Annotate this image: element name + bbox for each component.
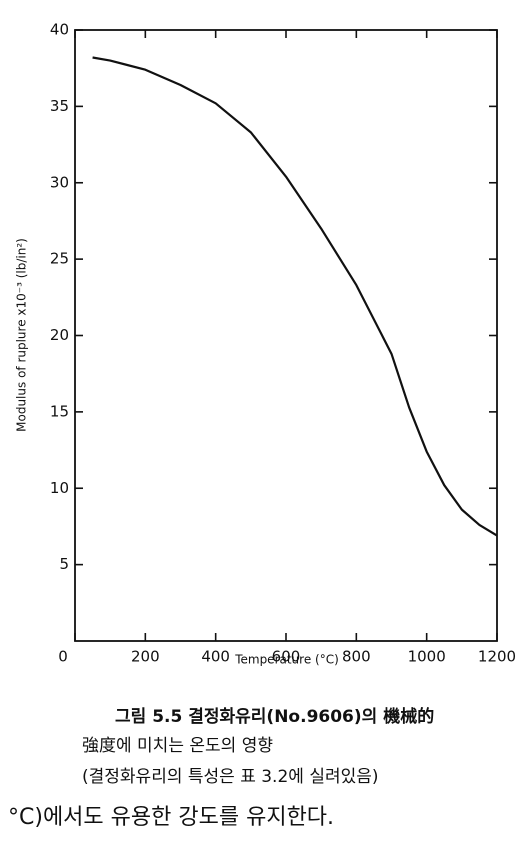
y-tick-label: 25 (50, 250, 69, 268)
y-axis-label: Modulus of ruplure x10⁻³ (lb/in²) (15, 238, 29, 432)
y-tick-label: 20 (50, 326, 69, 344)
caption-line: 그림 5.5 결정화유리(No.9606)의 機械的 (115, 706, 434, 727)
x-tick-label: 200 (131, 648, 160, 666)
body-text: °C)에서도 유용한 강도를 유지한다. (8, 805, 334, 830)
caption-line: (결정화유리의 특성은 표 3.2에 실려있음) (82, 767, 379, 787)
plot-frame (74, 29, 498, 642)
caption-line: 強度에 미치는 온도의 영향 (82, 736, 273, 756)
y-tick-label: 35 (50, 97, 69, 115)
x-tick-label: 1200 (478, 648, 516, 666)
x-tick-label: 400 (201, 648, 230, 666)
x-tick-label: 800 (342, 648, 371, 666)
x-tick-label: 0 (58, 648, 68, 666)
x-tick-label: 1000 (408, 648, 446, 666)
x-tick-label: 600 (272, 648, 301, 666)
y-tick-label: 10 (50, 479, 69, 497)
y-tick-label: 30 (50, 173, 69, 191)
data-line (92, 56, 498, 537)
y-tick-label: 40 (50, 21, 69, 39)
y-tick-label: 15 (50, 402, 69, 420)
x-axis-label: Temperature (°C) (234, 653, 339, 667)
y-tick-label: 5 (59, 555, 69, 573)
